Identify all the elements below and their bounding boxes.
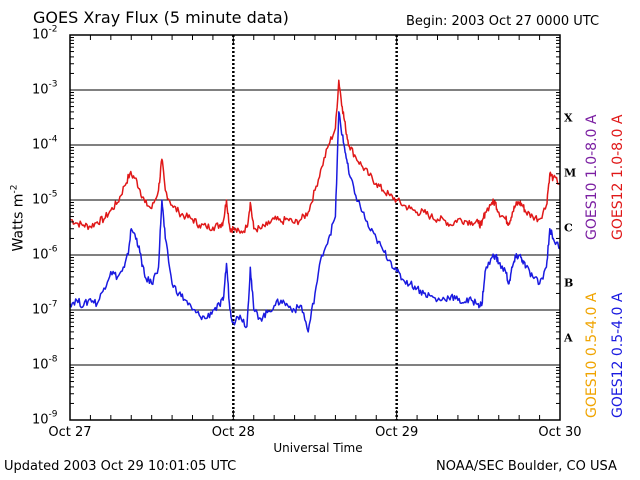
flare-class-label: B — [564, 276, 574, 289]
axis-ticks — [69, 34, 561, 421]
y-tick-label: 10-6 — [32, 244, 58, 263]
series-line-goes12-1-0-8-0-a — [69, 79, 561, 234]
x-axis-label: Universal Time — [273, 441, 363, 455]
y-tick-label: 10-5 — [32, 189, 58, 208]
flare-class-label: X — [564, 111, 573, 124]
credit-label: NOAA/SEC Boulder, CO USA — [436, 459, 617, 474]
y-tick-label: 10-9 — [32, 409, 58, 428]
series-line-goes12-0-5-4-0-a — [69, 111, 561, 333]
x-tick-label: Oct 29 — [375, 425, 419, 440]
y-axis-label: Watts m-2 — [9, 184, 27, 252]
x-tick-label: Oct 30 — [538, 425, 582, 440]
legend-entry: GOES12 1.0-8.0 A — [610, 114, 626, 240]
series-layer — [69, 79, 561, 333]
flare-class-label: C — [564, 221, 573, 234]
legend-entry: GOES12 0.5-4.0 A — [610, 292, 626, 418]
chart-title: GOES Xray Flux (5 minute data) — [33, 8, 289, 27]
y-tick-label: 10-3 — [32, 79, 58, 98]
y-tick-label: 10-8 — [32, 354, 58, 373]
x-tick-label: Oct 27 — [48, 425, 92, 440]
flare-class-label: M — [564, 166, 577, 179]
gridlines — [70, 89, 560, 366]
updated-time-label: Updated 2003 Oct 29 10:01:05 UTC — [4, 459, 237, 474]
y-tick-label: 10-4 — [32, 134, 58, 153]
plot-frame — [69, 34, 561, 421]
x-tick-label: Oct 28 — [211, 425, 255, 440]
legend-entry: GOES10 0.5-4.0 A — [584, 292, 600, 418]
y-tick-label: 10-7 — [32, 299, 58, 318]
y-tick-label: 10-2 — [32, 24, 58, 43]
begin-time-label: Begin: 2003 Oct 27 0000 UTC — [406, 14, 600, 29]
flare-class-label: A — [564, 331, 573, 344]
legend-entry: GOES10 1.0-8.0 A — [584, 114, 600, 240]
